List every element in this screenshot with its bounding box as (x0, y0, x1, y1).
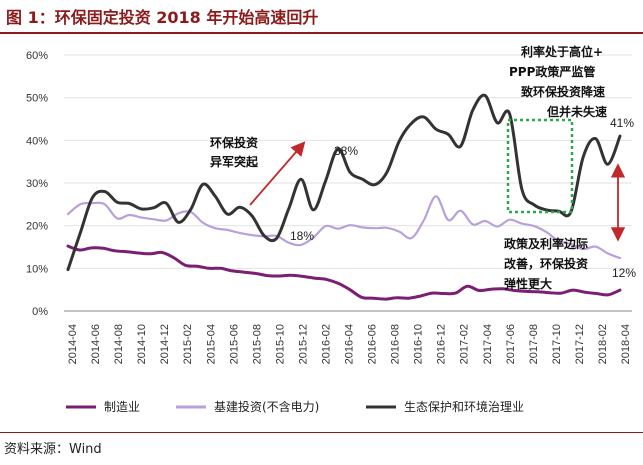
x-axis-tick-labels: 2014-04 2014-06 2014-08 2014-10 2014-12 2015-… (67, 324, 632, 364)
x-tick-label: 2015-08 (251, 324, 263, 364)
source-divider (0, 432, 643, 433)
x-tick-label: 2015-06 (228, 324, 240, 364)
legend-label-environmental: 生态保护和环境治理业 (404, 399, 524, 414)
y-axis-tick-labels: 0% 10% 20% 30% 40% 50% 60% (26, 50, 48, 318)
y-tick-label: 20% (26, 221, 48, 233)
x-tick-label: 2015-12 (297, 324, 309, 364)
annotation-slowdown-line4: 但并未失速 (546, 104, 607, 119)
annotation-surge-line2: 异军突起 (210, 154, 259, 169)
y-tick-label: 30% (26, 178, 48, 190)
slowdown-highlight-box (506, 118, 574, 214)
x-tick-label: 2016-02 (320, 324, 332, 364)
x-tick-label: 2014-04 (67, 324, 79, 364)
x-tick-label: 2017-02 (459, 324, 471, 364)
chart-title: 图 1：环保固定投资 2018 年开始高速回升 (6, 8, 319, 27)
x-tick-label: 2014-08 (113, 324, 125, 364)
y-tick-label: 40% (26, 135, 48, 147)
y-tick-label: 60% (26, 50, 48, 62)
annotation-rebound-line1: 政策及利率边际 (504, 236, 588, 251)
y-tick-label: 10% (26, 263, 48, 275)
legend: 制造业 基建投资(不含电力) 生态保护和环境治理业 (66, 399, 524, 414)
series-infrastructure (66, 195, 622, 260)
series-manufacturing (66, 244, 622, 301)
annotation-rebound-line2: 改善，环保投资 (504, 256, 588, 271)
x-tick-label: 2017-12 (574, 324, 586, 364)
x-tick-label: 2018-02 (597, 324, 609, 364)
title-divider (0, 32, 643, 34)
x-tick-label: 2014-06 (90, 324, 102, 364)
y-tick-label: 50% (26, 93, 48, 105)
series-environmental (66, 93, 622, 272)
annotation-slowdown-line1: 利率处于高位+ (521, 44, 603, 59)
x-tick-label: 2017-10 (551, 324, 563, 364)
label-18pct: 18% (290, 229, 314, 243)
annotation-slowdown-line2: PPP政策严监管 (509, 64, 595, 79)
x-tick-label: 2016-06 (367, 324, 379, 364)
x-tick-label: 2016-12 (436, 324, 448, 364)
x-tick-label: 2015-10 (274, 324, 286, 364)
label-12pct: 12% (612, 266, 636, 280)
x-tick-label: 2016-08 (390, 324, 402, 364)
source-note: 资料来源：Wind (4, 442, 102, 457)
x-tick-label: 2017-06 (505, 324, 517, 364)
x-tick-label: 2016-04 (344, 324, 356, 364)
x-tick-label: 2014-10 (136, 324, 148, 364)
legend-label-manufacturing: 制造业 (104, 400, 140, 414)
x-tick-label: 2016-10 (413, 324, 425, 364)
x-tick-label: 2014-12 (159, 324, 171, 364)
annotation-surge-line1: 环保投资 (210, 135, 258, 150)
grid-lines (64, 54, 632, 269)
x-tick-label: 2015-02 (182, 324, 194, 364)
surge-arrow (249, 141, 306, 206)
label-41pct: 41% (610, 116, 634, 130)
label-38pct: 38% (334, 144, 358, 158)
x-tick-label: 2018-04 (620, 324, 632, 364)
line-chart: 0%10%20%30%40%50%60% 2014-04 2014-06 2014-… (26, 44, 636, 414)
annotation-rebound-line3: 弹性更大 (504, 276, 552, 291)
annotation-slowdown-line3: 致环保投资降速 (521, 84, 605, 99)
x-tick-label: 2017-08 (528, 324, 540, 364)
y-tick-label: 0% (32, 306, 48, 318)
x-tick-label: 2017-04 (482, 324, 494, 364)
x-tick-label: 2015-04 (205, 324, 217, 364)
series-lines (66, 93, 622, 301)
legend-label-infrastructure: 基建投资(不含电力) (214, 399, 319, 414)
